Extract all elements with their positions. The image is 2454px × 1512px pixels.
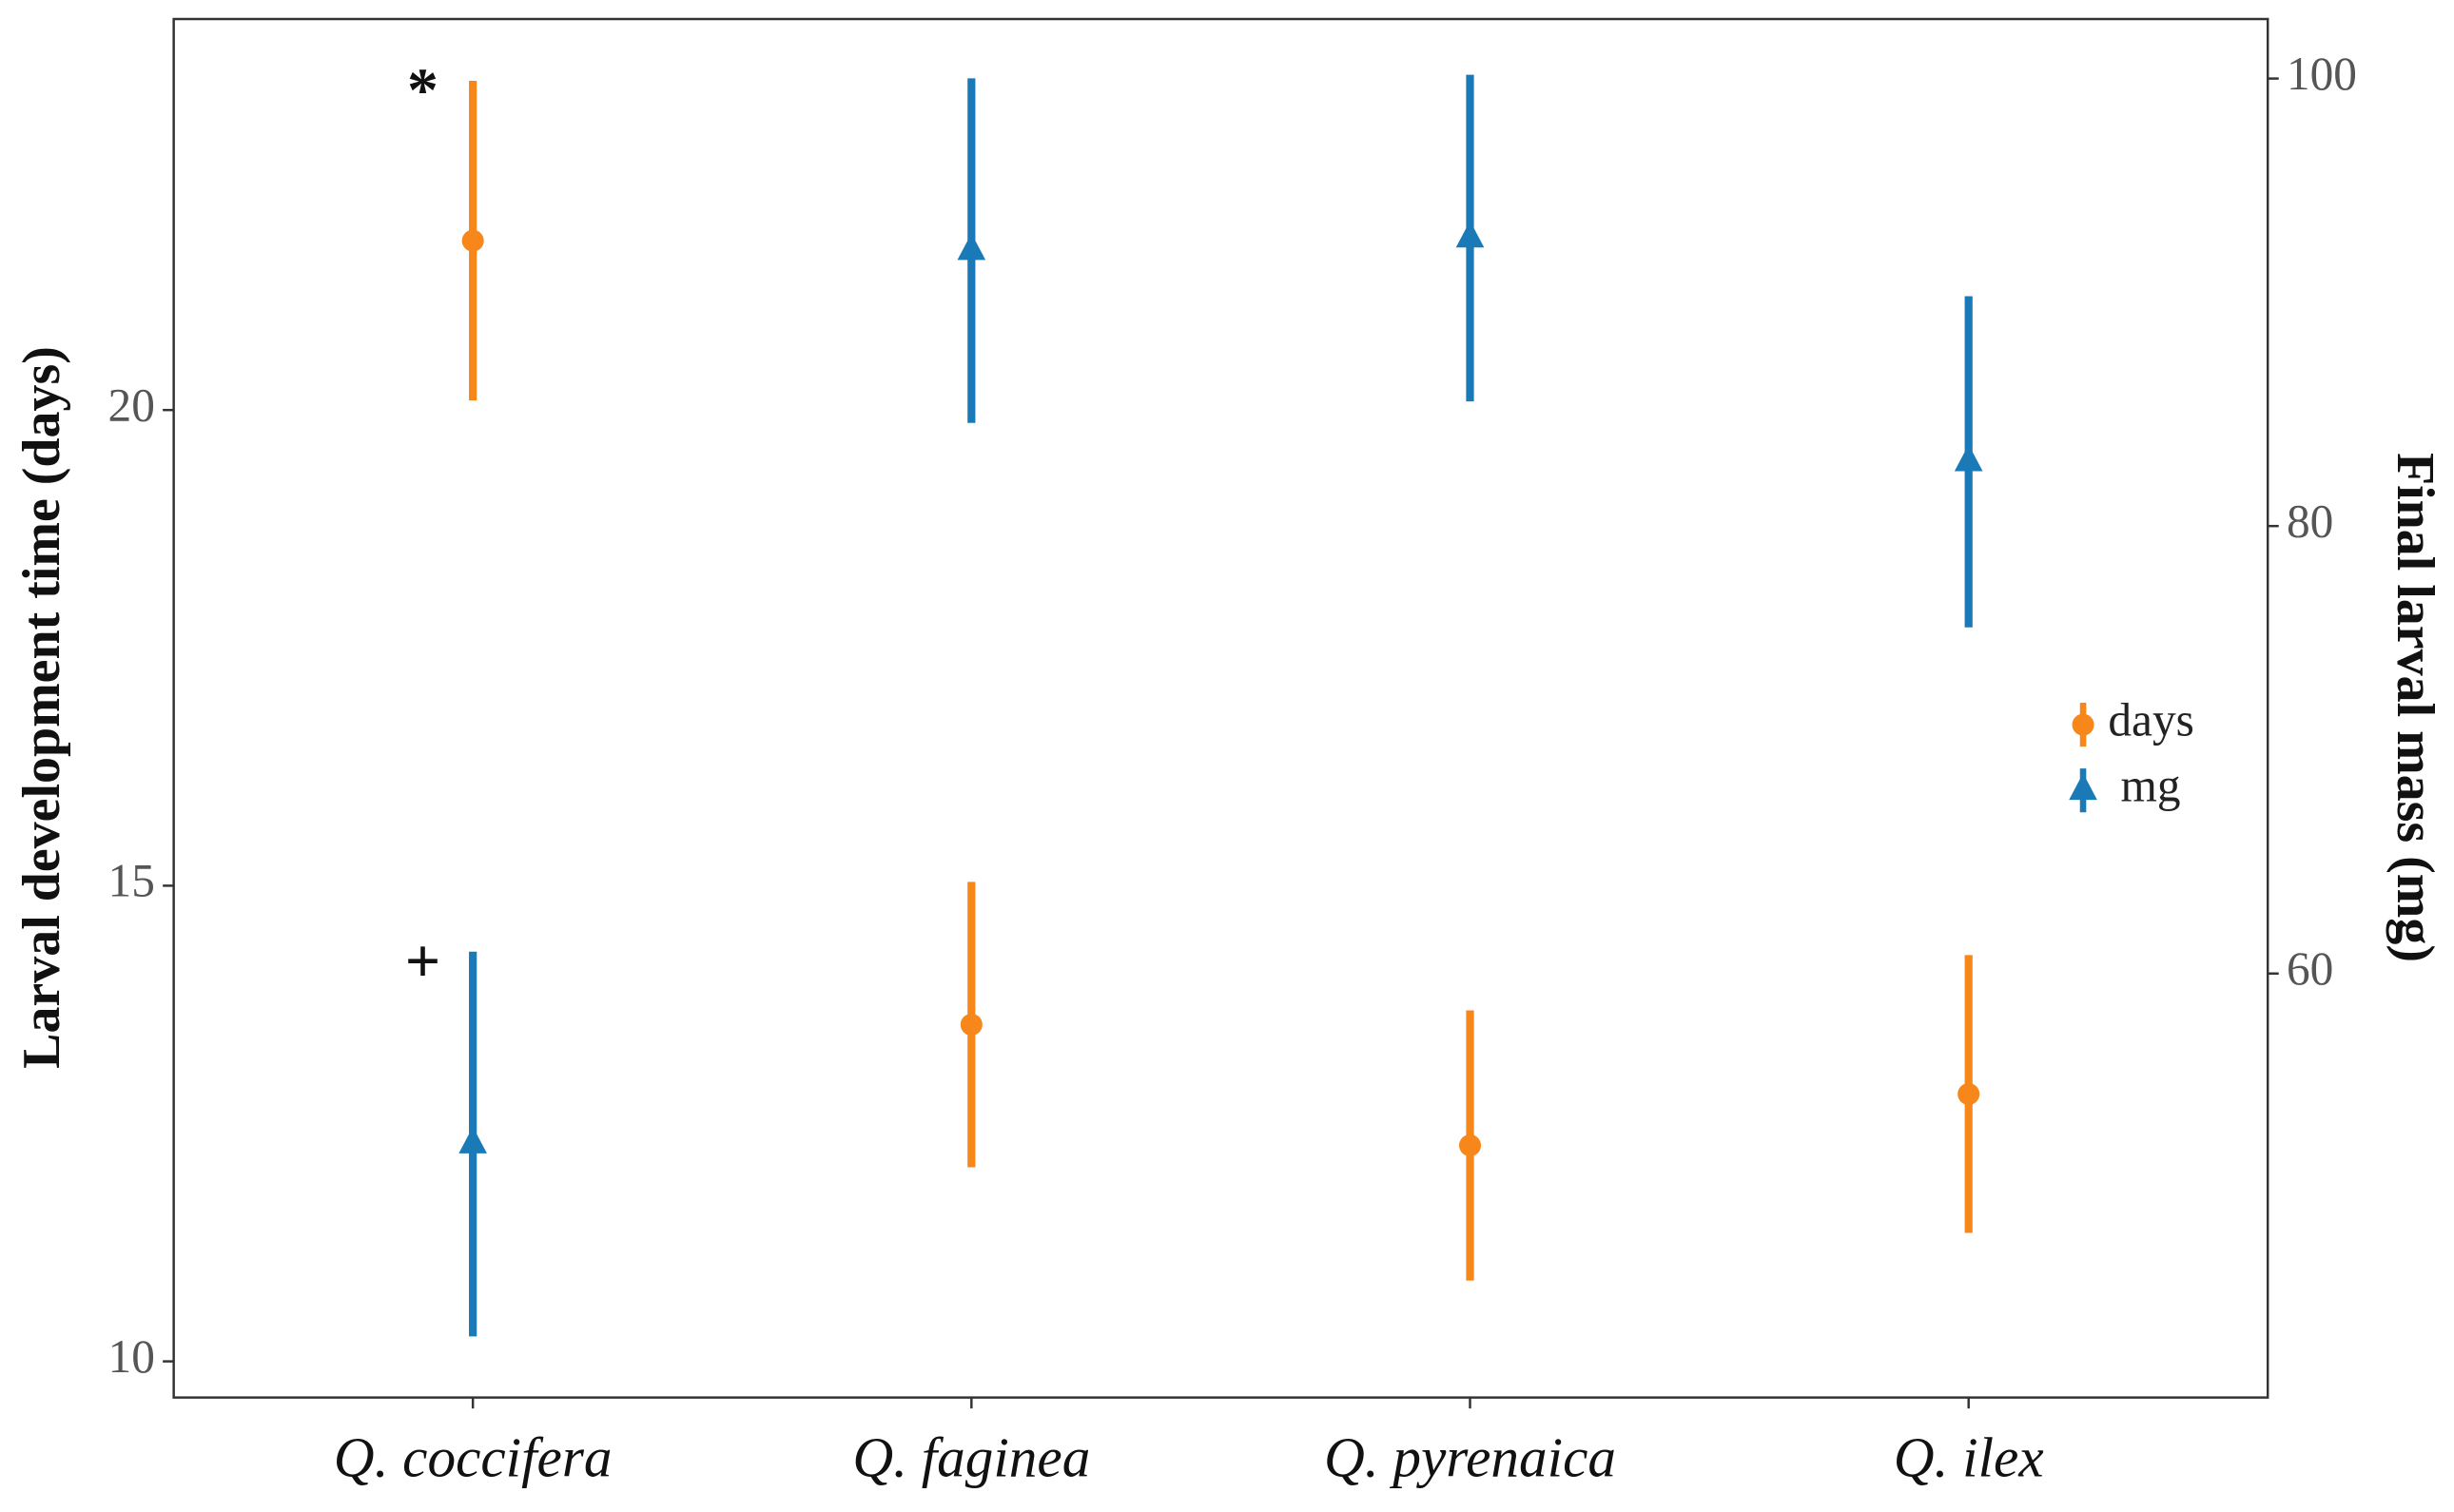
legend-label: mg [2121, 760, 2181, 812]
plot-frame [172, 17, 2269, 1399]
point [1954, 444, 1983, 472]
y2-tick-label: 80 [2287, 495, 2333, 548]
point [960, 1013, 983, 1036]
x-tick-label: Q. coccifera [334, 1425, 613, 1488]
point [1957, 1082, 1980, 1106]
y-axis-title: Larval development time (days) [12, 346, 71, 1069]
point [1458, 1134, 1482, 1157]
point [461, 229, 484, 252]
y2-tick-label: 100 [2287, 48, 2357, 100]
x-tick-label: Q. ilex [1894, 1425, 2044, 1488]
legend-marker [2072, 713, 2094, 736]
y-tick-label: 15 [108, 855, 155, 907]
x-tick-label: Q. faginea [852, 1425, 1090, 1488]
y-tick-label: 20 [108, 379, 155, 432]
y2-axis-title: Final larval mass (mg) [2386, 453, 2444, 962]
point [957, 233, 986, 261]
annotation: + [405, 926, 441, 996]
point [1455, 221, 1485, 248]
y2-tick-label: 60 [2287, 942, 2333, 995]
point [458, 1126, 487, 1153]
y-tick-label: 10 [108, 1330, 155, 1383]
legend-label: days [2108, 693, 2193, 746]
legend-marker [2069, 773, 2097, 801]
x-tick-label: Q. pyrenaica [1324, 1425, 1616, 1488]
annotation: * [407, 56, 438, 126]
